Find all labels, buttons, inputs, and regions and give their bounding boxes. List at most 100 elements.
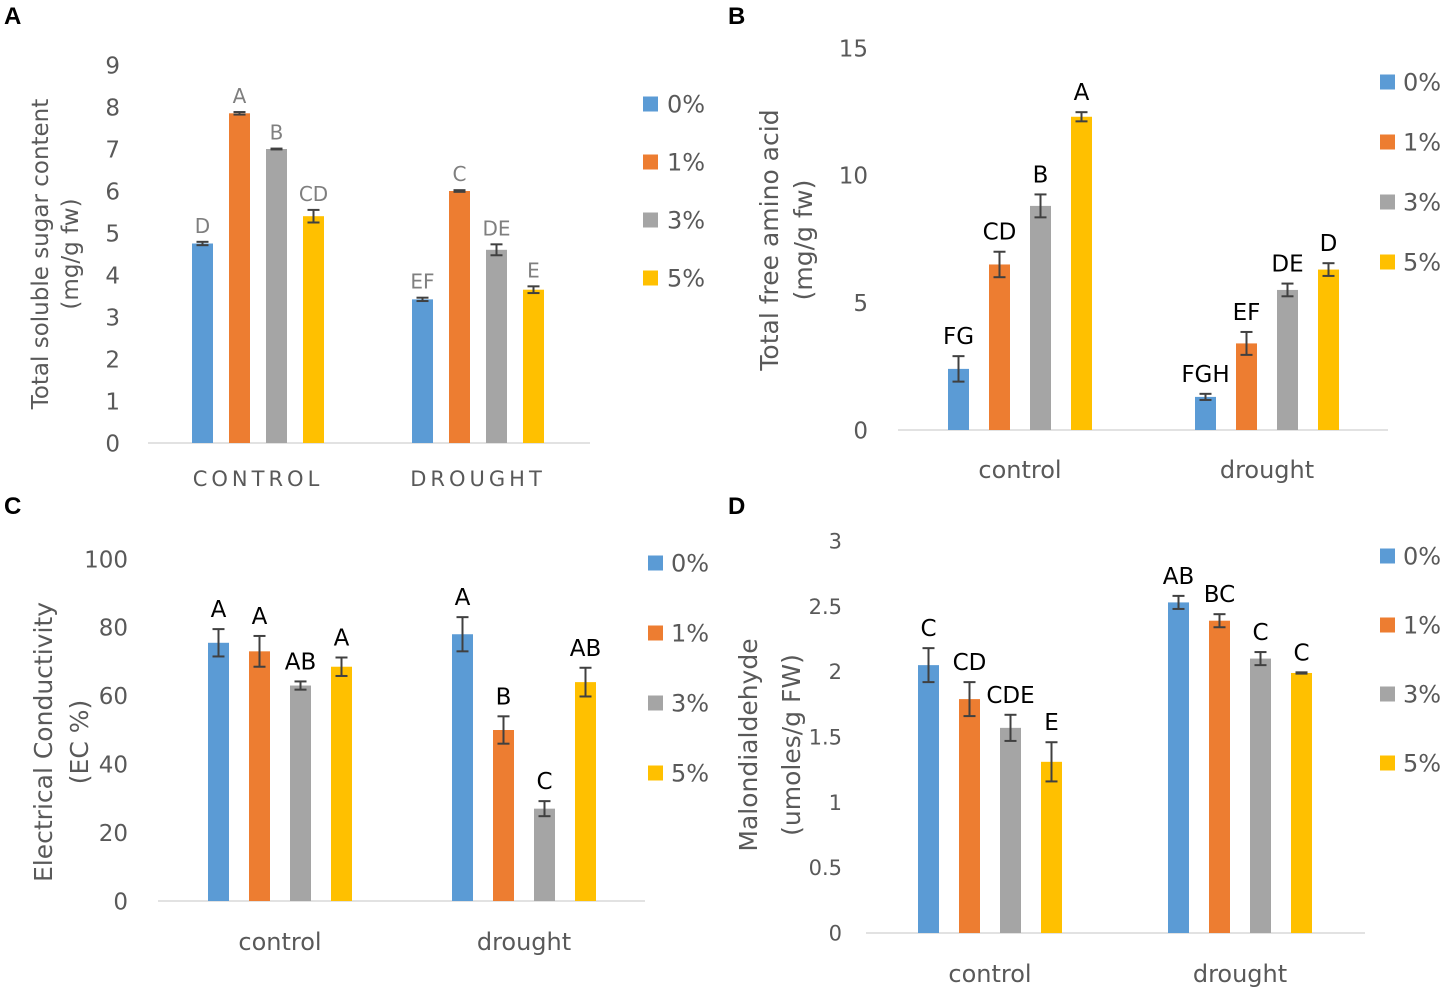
category-label: DROUGHT — [410, 467, 546, 491]
error-bar — [1172, 594, 1185, 610]
significance-label: D — [1320, 231, 1338, 257]
y-tick-label: 40 — [99, 752, 128, 778]
legend-label: 1% — [671, 620, 709, 648]
bar-0pct — [452, 634, 473, 901]
y-axis-title: Electrical Conductivity — [29, 602, 58, 882]
error-bar — [1240, 330, 1253, 356]
bar-3pct — [1250, 658, 1271, 933]
significance-label: C — [453, 162, 467, 186]
legend-label: 1% — [667, 149, 705, 177]
y-axis-title-unit: (umoles/g FW) — [777, 654, 806, 836]
significance-label: C — [1293, 640, 1309, 666]
bar-3pct — [290, 685, 311, 901]
y-tick-label: 10 — [839, 164, 868, 190]
panel-letter: A — [4, 3, 21, 30]
y-tick-label: 1.5 — [809, 726, 842, 750]
category-label: drought — [477, 928, 571, 956]
error-bar — [456, 616, 469, 653]
legend-label: 1% — [1403, 612, 1441, 640]
y-tick-label: 100 — [84, 547, 128, 573]
legend-label: 3% — [667, 207, 705, 235]
bar-1pct — [449, 191, 470, 443]
bar-3pct — [486, 249, 507, 443]
chart-panel-b: B 0 5 10 15 Total free amino acid (mg/g fw) con… — [728, 3, 1441, 484]
error-bar — [1254, 651, 1267, 667]
panel-letter: C — [4, 493, 21, 520]
legend-swatch-1pct — [643, 154, 658, 170]
y-tick-label: 9 — [105, 53, 120, 79]
bar-5pct — [1041, 761, 1062, 933]
y-axis-title-unit: (mg/g fw) — [789, 180, 818, 301]
significance-label: B — [496, 684, 512, 710]
bar-3pct — [534, 808, 555, 901]
bar-1pct — [1209, 620, 1230, 933]
legend-swatch-0pct — [1380, 548, 1395, 564]
legend-label: 0% — [1403, 543, 1441, 571]
significance-label: FGH — [1181, 362, 1229, 388]
bar-0pct — [412, 299, 433, 443]
legend-swatch-5pct — [648, 765, 663, 781]
legend-label: 5% — [1403, 249, 1441, 277]
significance-label: AB — [1163, 564, 1195, 590]
legend-label: 5% — [671, 760, 709, 788]
significance-label: CD — [983, 220, 1017, 246]
error-bar — [253, 634, 266, 668]
significance-label: C — [920, 616, 936, 642]
bar-1pct — [1236, 343, 1257, 430]
significance-label: AB — [285, 649, 317, 675]
error-bar — [294, 680, 307, 691]
y-tick-label: 0 — [113, 889, 128, 915]
y-tick-label: 20 — [99, 821, 128, 847]
error-bar — [527, 285, 540, 295]
bar-5pct — [303, 216, 324, 443]
error-bar — [416, 296, 429, 303]
y-tick-label: 2 — [105, 347, 120, 373]
bar-3pct — [1277, 289, 1298, 430]
legend-label: 0% — [667, 91, 705, 119]
bar-0pct — [948, 368, 969, 430]
error-bar — [963, 681, 976, 718]
significance-label: EF — [410, 270, 434, 294]
legend-swatch-1pct — [1380, 134, 1395, 150]
chart-panel-d: D 0 0.5 1 1.5 2 2.5 3 Malondialdehyde (umoles/g F… — [728, 493, 1441, 988]
significance-label: B — [270, 121, 284, 145]
category-label: control — [978, 456, 1061, 484]
legend-swatch-5pct — [1380, 755, 1395, 771]
bar-0pct — [208, 642, 229, 901]
legend-label: 0% — [671, 550, 709, 578]
bar-5pct — [1071, 116, 1092, 430]
y-tick-label: 15 — [839, 36, 868, 62]
bar-1pct — [493, 730, 514, 901]
y-tick-label: 5 — [853, 291, 868, 317]
significance-label: EF — [1233, 300, 1261, 326]
significance-label: A — [334, 625, 350, 651]
category-label: control — [948, 960, 1031, 988]
error-bar — [196, 240, 209, 247]
bar-3pct — [1030, 205, 1051, 430]
error-bar — [538, 800, 551, 818]
error-bar — [233, 111, 246, 116]
y-axis-title: Total soluble sugar content — [28, 99, 54, 411]
error-bar — [307, 208, 320, 224]
legend-swatch-0pct — [1380, 74, 1395, 90]
panel-letter: B — [728, 3, 745, 30]
bar-0pct — [1168, 602, 1189, 933]
y-tick-label: 3 — [829, 530, 842, 554]
y-tick-label: 0.5 — [809, 856, 842, 880]
error-bar — [490, 243, 503, 257]
y-axis-title: Total free amino acid — [755, 109, 784, 371]
panel-letter: D — [728, 493, 745, 520]
y-axis-title: Malondialdehyde — [734, 638, 763, 851]
bar-5pct — [523, 289, 544, 443]
legend-label: 5% — [667, 265, 705, 293]
legend-swatch-5pct — [1380, 254, 1395, 270]
significance-label: DE — [482, 216, 510, 240]
significance-label: E — [1044, 710, 1059, 736]
significance-label: AB — [570, 636, 602, 662]
bar-5pct — [1291, 672, 1312, 933]
legend-swatch-3pct — [1380, 194, 1395, 210]
y-axis-title-unit: (mg/g fw) — [58, 198, 84, 309]
error-bar — [1075, 111, 1088, 123]
y-tick-label: 0 — [105, 431, 120, 457]
category-label: CONTROL — [193, 467, 324, 491]
